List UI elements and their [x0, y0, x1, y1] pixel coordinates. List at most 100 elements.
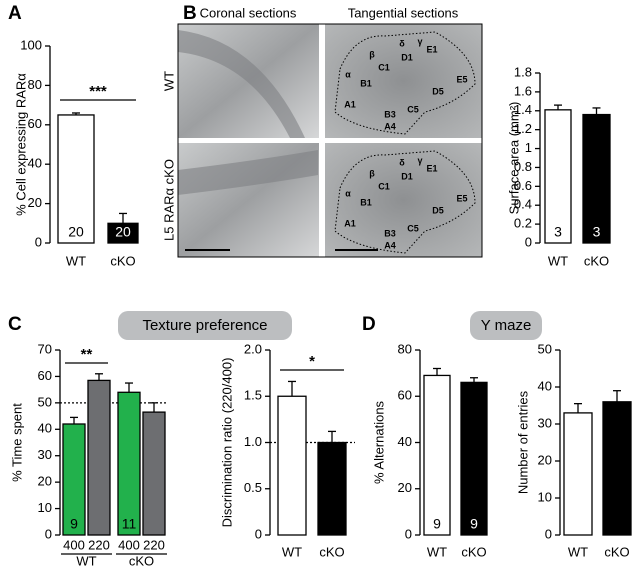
group-label: cKO	[129, 553, 154, 568]
y-tick-label: 100	[20, 37, 42, 52]
bar	[563, 412, 593, 536]
tangential-image	[325, 143, 482, 257]
panel-label: B	[183, 3, 197, 24]
barrel-label: δ	[399, 157, 405, 167]
bar	[57, 114, 95, 244]
barrel-label: α	[345, 69, 351, 79]
barrel-label: B1	[360, 78, 372, 88]
bar	[582, 113, 611, 244]
x-tick-label: cKO	[319, 544, 344, 559]
y-tick-label: 20	[398, 480, 412, 495]
barrel-label: D5	[432, 86, 444, 96]
y-tick-label: 1.2	[514, 121, 532, 136]
barrel-label: E1	[426, 44, 437, 54]
barrel-label: β	[369, 49, 375, 59]
n-label: 9	[70, 516, 78, 532]
image-frame	[177, 23, 483, 258]
x-tick-label: WT	[66, 253, 86, 268]
y-tick-label: 0.2	[514, 216, 532, 231]
cortex-layer	[178, 150, 318, 195]
x-tick-label: WT	[548, 253, 568, 268]
y-tick-label: 1	[525, 140, 532, 155]
barrel-label: E5	[456, 74, 467, 84]
y-tick-label: 40	[38, 421, 52, 436]
y-tick-label: 0	[405, 526, 412, 541]
barrel-label: D1	[401, 171, 413, 181]
section-title: Y maze	[481, 317, 532, 334]
bar	[107, 222, 139, 244]
y-tick-label: 80	[398, 341, 412, 356]
y-tick-label: 50	[38, 394, 52, 409]
y-tick-label: 0	[255, 526, 262, 541]
barrel-label: B1	[360, 197, 372, 207]
y-tick-label: 1.8	[514, 64, 532, 79]
n-label: 20	[68, 224, 84, 240]
y-tick-label: 40	[398, 434, 412, 449]
barrel-label: E1	[426, 163, 437, 173]
y-axis-label: Number of entries	[515, 390, 530, 494]
y-tick-label: 0	[35, 234, 42, 249]
barrel-label: δ	[399, 38, 405, 48]
barrel-label: β	[369, 168, 375, 178]
title-box	[470, 311, 542, 340]
x-tick-label: 400	[118, 537, 140, 552]
n-label: 3	[593, 224, 601, 240]
bar	[142, 411, 166, 536]
y-tick-label: 20	[28, 195, 42, 210]
x-tick-label: WT	[282, 544, 302, 559]
y-tick-label: 30	[38, 447, 52, 462]
n-label: 11	[122, 516, 137, 532]
y-tick-label: 70	[38, 341, 52, 356]
barrel-label: B3	[384, 228, 396, 238]
bar	[544, 109, 572, 244]
barrel-label: A1	[344, 99, 356, 109]
y-tick-label: 1.5	[244, 388, 262, 403]
n-label: 9	[470, 516, 478, 532]
bar	[423, 374, 451, 536]
title-box	[118, 311, 292, 340]
y-axis-label: Surface area (mm²)	[506, 102, 521, 215]
barrel-label: B3	[384, 109, 396, 119]
barrel-label: γ	[417, 155, 422, 165]
bar	[602, 401, 632, 536]
y-tick-label: 0	[525, 234, 532, 249]
x-tick-label: cKO	[584, 253, 609, 268]
bar	[460, 381, 488, 536]
x-tick-label: cKO	[110, 253, 135, 268]
barrel-label: α	[345, 188, 351, 198]
x-tick-label: WT	[568, 544, 588, 559]
y-tick-label: 0	[45, 526, 52, 541]
y-axis-label: % Cell expressing RARα	[13, 73, 28, 216]
barrel-field-outline	[334, 150, 476, 254]
y-tick-label: 60	[28, 116, 42, 131]
row-label: WT	[161, 71, 176, 91]
bar	[317, 441, 347, 536]
panel-label: A	[8, 3, 22, 24]
y-tick-label: 50	[538, 341, 552, 356]
y-tick-label: 0	[545, 526, 552, 541]
y-tick-label: 60	[38, 368, 52, 383]
bar	[117, 391, 141, 536]
section-title: Texture preference	[142, 317, 267, 334]
x-tick-label: 400	[63, 537, 85, 552]
barrel-label: A4	[384, 121, 396, 131]
y-tick-label: 30	[538, 415, 552, 430]
x-tick-label: 220	[143, 537, 165, 552]
barrel-label: A1	[344, 218, 356, 228]
micrographs	[177, 23, 483, 258]
y-tick-label: 0.6	[514, 178, 532, 193]
y-axis-label: % Alternations	[371, 400, 386, 484]
barrel-field-outline	[334, 31, 476, 135]
barrel-label: C1	[378, 181, 390, 191]
significance-label: *	[309, 353, 315, 370]
group-label: WT	[76, 553, 96, 568]
barrel-label: E5	[456, 193, 467, 203]
y-tick-label: 0.8	[514, 159, 532, 174]
y-tick-label: 2.0	[244, 341, 262, 356]
y-tick-label: 20	[538, 452, 552, 467]
n-label: 9	[433, 516, 441, 532]
panel-label: C	[8, 314, 22, 335]
y-tick-label: 40	[28, 156, 42, 171]
bar	[62, 423, 86, 536]
